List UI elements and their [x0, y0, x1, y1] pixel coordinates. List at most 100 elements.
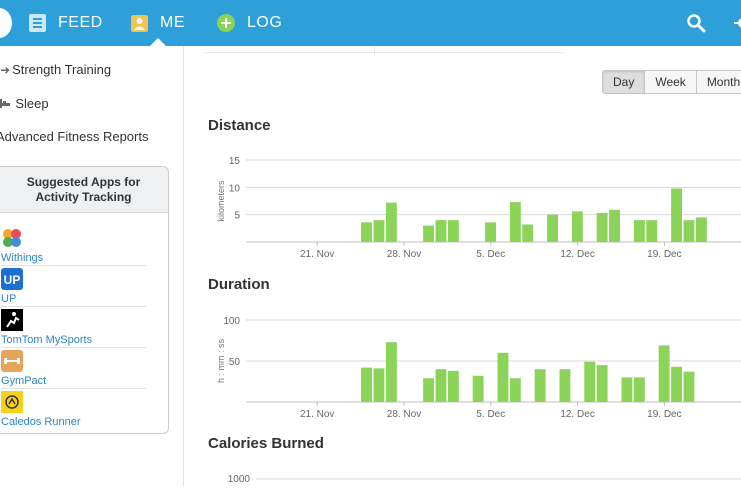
- arrow-icon: ➜: [0, 63, 11, 77]
- y-axis-label: kilometers: [216, 180, 226, 222]
- y-tick-label: 10: [229, 183, 241, 194]
- nav-me-label: ME: [160, 14, 185, 31]
- top-nav-bar: FEED ME LOG: [0, 0, 741, 46]
- distance-title: Distance: [208, 117, 271, 134]
- bar: [646, 220, 658, 242]
- bar: [385, 202, 397, 242]
- nav-log-label: LOG: [247, 14, 283, 31]
- calories-title: Calories Burned: [208, 435, 324, 452]
- sidebar-item-label: Strength Training: [12, 62, 112, 77]
- bar: [658, 345, 670, 402]
- feed-icon: [28, 14, 46, 32]
- active-nav-caret: [150, 38, 166, 46]
- bar: [435, 220, 447, 242]
- me-icon: [130, 14, 148, 32]
- app-name: Caledos Runner: [1, 416, 81, 428]
- sidebar-item-strength-training[interactable]: ➜ Strength Training: [0, 62, 111, 77]
- sidebar-item-label: Sleep: [15, 96, 49, 111]
- bar: [423, 378, 434, 402]
- app-name: Withings: [1, 252, 44, 264]
- app-item-gympact[interactable]: GymPact: [1, 348, 146, 389]
- y-tick-label: 15: [229, 156, 241, 167]
- nav-feed[interactable]: FEED: [28, 0, 103, 46]
- bar: [683, 371, 695, 402]
- bar: [671, 188, 682, 242]
- bar: [633, 377, 645, 402]
- bar: [509, 202, 521, 242]
- nav-log[interactable]: LOG: [217, 0, 282, 46]
- nav-feed-label: FEED: [58, 14, 103, 31]
- day-button[interactable]: Day: [603, 71, 646, 93]
- gear-icon[interactable]: [734, 14, 741, 32]
- y-tick-label: 50: [229, 357, 241, 368]
- duration-chart: 50 100 h : mm : ss 21. Nov 28. Nov 5. Dec 12. …: [216, 316, 741, 420]
- bar: [361, 367, 372, 402]
- bar: [509, 378, 521, 402]
- bar: [596, 213, 608, 242]
- divider: [204, 52, 564, 53]
- bar: [485, 222, 496, 242]
- bar: [547, 214, 558, 242]
- main-content: Day Week Month Distance 5 10 15 kilometers 2…: [184, 46, 741, 486]
- app-item-withings[interactable]: Withings: [1, 225, 146, 266]
- caledos-icon: [1, 391, 23, 413]
- svg-text:UP: UP: [4, 273, 21, 287]
- tomtom-icon: [1, 309, 23, 331]
- bar: [596, 365, 608, 402]
- y-tick-label: 1000: [228, 474, 251, 485]
- bar: [609, 209, 620, 242]
- y-tick-label: 100: [223, 316, 240, 327]
- distance-chart: 5 10 15 kilometers 21. Nov 28. Nov 5. Dec 12. D…: [216, 156, 741, 260]
- app-name: UP: [1, 293, 17, 305]
- bar: [534, 369, 546, 402]
- bar: [683, 220, 695, 242]
- suggested-apps-panel: Suggested Apps for Activity Tracking Wit…: [0, 166, 169, 434]
- bar: [522, 224, 534, 242]
- calories-chart: 1000: [228, 474, 741, 485]
- bar: [621, 377, 633, 402]
- bar: [695, 217, 707, 242]
- bar: [447, 220, 459, 242]
- bar: [497, 352, 509, 402]
- bar: [571, 211, 583, 242]
- bar: [472, 375, 484, 402]
- nav-me[interactable]: ME: [130, 0, 185, 46]
- divider: [374, 46, 375, 54]
- withings-icon: [1, 227, 23, 249]
- x-tick-label: 28. Nov: [387, 409, 421, 420]
- x-tick-label: 21. Nov: [300, 409, 334, 420]
- week-button[interactable]: Week: [645, 71, 697, 93]
- bar: [671, 366, 682, 402]
- bar: [584, 361, 596, 402]
- app-item-caledos-runner[interactable]: Caledos Runner: [1, 389, 146, 429]
- gympact-icon: [1, 350, 23, 372]
- bar: [559, 369, 571, 402]
- y-tick-label: 5: [234, 211, 240, 222]
- x-tick-label: 5. Dec: [476, 249, 505, 260]
- suggested-apps-title: Suggested Apps for Activity Tracking: [0, 167, 168, 213]
- bar: [373, 220, 385, 242]
- sidebar-item-sleep[interactable]: Sleep: [0, 96, 49, 111]
- x-tick-label: 21. Nov: [300, 249, 334, 260]
- range-button-group: Day Week Month: [602, 70, 741, 94]
- app-item-up[interactable]: UP UP: [1, 266, 146, 307]
- y-axis-label: h : mm : ss: [216, 339, 226, 384]
- sidebar: ➜ Strength Training Sleep Advanced Fitnes…: [0, 46, 184, 486]
- app-item-tomtom-mysports[interactable]: TomTom MySports: [1, 307, 146, 348]
- x-tick-label: 12. Dec: [560, 249, 594, 260]
- sidebar-item-advanced-fitness-reports[interactable]: Advanced Fitness Reports: [0, 129, 148, 144]
- duration-title: Duration: [208, 276, 270, 293]
- x-tick-label: 5. Dec: [476, 409, 505, 420]
- bar: [447, 370, 459, 402]
- bed-icon: [0, 97, 13, 111]
- app-name: TomTom MySports: [1, 334, 93, 346]
- month-button[interactable]: Month: [696, 71, 741, 93]
- sidebar-item-label: Advanced Fitness Reports: [0, 129, 149, 144]
- logo[interactable]: [0, 8, 12, 38]
- bar: [423, 225, 434, 242]
- x-tick-label: 19. Dec: [647, 409, 681, 420]
- log-plus-icon: [217, 14, 235, 32]
- bar: [385, 342, 397, 402]
- search-icon[interactable]: [686, 13, 706, 33]
- app-name: GymPact: [1, 375, 47, 387]
